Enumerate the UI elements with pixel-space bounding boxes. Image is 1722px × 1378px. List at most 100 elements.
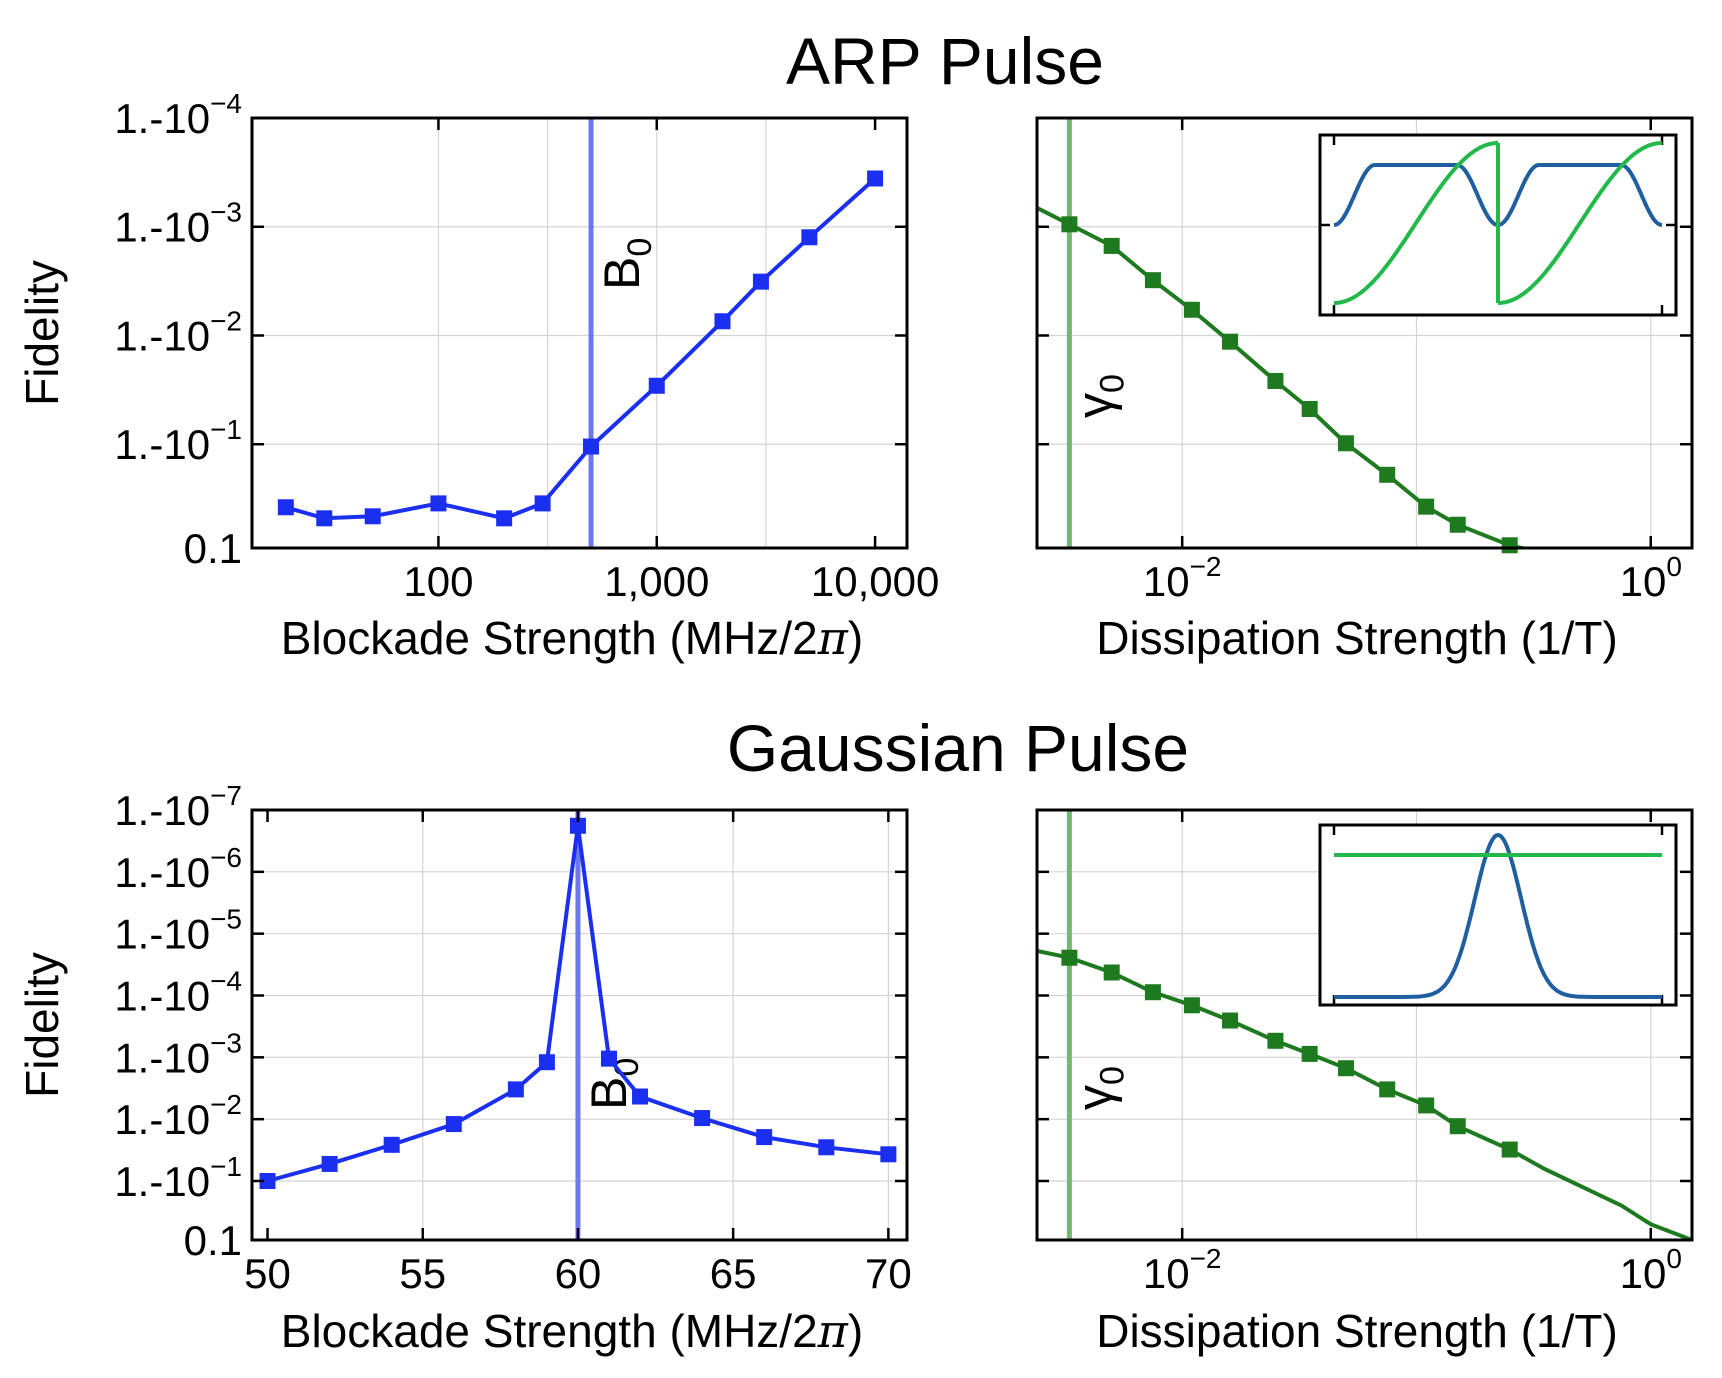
arp-dissipation-frame xyxy=(1035,116,1694,550)
data-point xyxy=(277,499,294,516)
y-tick-label: 1.-10−3 xyxy=(114,197,242,251)
arp-dissipation-xlabel: Dissipation Strength (1/T) xyxy=(1096,612,1618,664)
data-point xyxy=(801,229,818,246)
inset-amplitude-line xyxy=(1334,832,1662,999)
gauss-dissipation-frame xyxy=(1035,808,1694,1242)
arp-blockade-xlabel: Blockade Strength (MHz/2π) xyxy=(281,611,863,665)
gauss-dissipation-series xyxy=(1037,948,1692,1240)
data-point xyxy=(445,1116,462,1133)
data-point xyxy=(507,1081,524,1098)
arp-blockade-panel: B0 1.-10−4 1.-10−3 1.-10−2 1.-10−1 0.1 100 1,0… xyxy=(16,88,939,665)
data-point xyxy=(1144,272,1161,289)
reference-label: γ0 xyxy=(1066,374,1131,418)
data-point xyxy=(1301,1045,1318,1062)
data-point xyxy=(569,817,586,834)
reference-label: B0 xyxy=(594,238,659,290)
arp-dissipation-gamma0-line: γ0 xyxy=(1066,118,1131,548)
arp-blockade-ticks: 1.-10−4 1.-10−3 1.-10−2 1.-10−1 0.1 100 1,000 1… xyxy=(114,88,939,605)
y-tick-label: 1.-10−2 xyxy=(114,1089,242,1143)
data-point xyxy=(534,495,551,512)
x-tick-label: 10,000 xyxy=(811,558,939,605)
data-point xyxy=(316,510,333,527)
data-point xyxy=(648,377,665,394)
gauss-blockade-series xyxy=(259,817,897,1189)
gauss-dissipation-xlabel: Dissipation Strength (1/T) xyxy=(1096,1305,1618,1357)
arp-blockade-grid xyxy=(252,118,907,548)
data-point xyxy=(867,170,884,187)
inset-frame xyxy=(1318,823,1678,1007)
x-tick-label: 1,000 xyxy=(604,558,709,605)
gauss-blockade-frame xyxy=(250,808,909,1242)
data-point xyxy=(1183,997,1200,1014)
data-point xyxy=(1379,466,1396,483)
x-tick-label: 10−2 xyxy=(1143,1243,1222,1297)
data-point xyxy=(259,1172,276,1189)
x-tick-label: 50 xyxy=(244,1250,291,1297)
arp-blockade-frame xyxy=(250,116,909,550)
x-tick-label: 100 xyxy=(403,558,473,605)
gaussian-pulse-inset xyxy=(1318,823,1678,1007)
data-point xyxy=(1183,301,1200,318)
gauss-dissipation-ticks: 10−2 100 xyxy=(1037,810,1692,1297)
data-point xyxy=(756,1129,773,1146)
gauss-blockade-xlabel: Blockade Strength (MHz/2π) xyxy=(281,1304,863,1358)
y-tick-label: 1.-10−6 xyxy=(114,842,242,896)
arp-blockade-series xyxy=(277,170,884,527)
data-point xyxy=(1501,1141,1518,1158)
data-point xyxy=(600,1050,617,1067)
arp-pulse-inset xyxy=(1318,133,1678,317)
y-tick-label: 1.-10−4 xyxy=(114,965,242,1019)
data-point xyxy=(538,1054,555,1071)
y-tick-label: 1.-10−1 xyxy=(114,1151,242,1205)
data-point xyxy=(752,273,769,290)
data-point xyxy=(1103,964,1120,981)
data-point xyxy=(1267,1032,1284,1049)
data-point xyxy=(1222,333,1239,350)
inset-phase-line xyxy=(1498,141,1662,305)
x-tick-label: 60 xyxy=(555,1250,602,1297)
data-point xyxy=(694,1110,711,1127)
y-tick-label: 1.-10−7 xyxy=(114,780,242,834)
data-point xyxy=(321,1155,338,1172)
arp-dissipation-ticks: 10−2 100 xyxy=(1037,118,1692,605)
x-tick-label: 10−2 xyxy=(1143,551,1222,605)
arp-blockade-ylabel: Fidelity xyxy=(16,260,68,406)
arp-blockade-b0-line: B0 xyxy=(588,118,659,548)
y-tick-label: 1.-10−1 xyxy=(114,414,242,468)
gauss-blockade-ticks: 1.-10−7 1.-10−6 1.-10−5 1.-10−4 1.-10−3 1.-10… xyxy=(114,780,911,1297)
arp-dissipation-series xyxy=(1037,205,1531,554)
x-tick-label: 65 xyxy=(710,1250,757,1297)
data-point xyxy=(1501,537,1518,554)
gauss-blockade-ylabel: Fidelity xyxy=(16,952,68,1098)
data-point xyxy=(1103,237,1120,254)
data-point xyxy=(583,438,600,455)
series-line xyxy=(285,177,877,521)
data-point xyxy=(496,510,513,527)
data-point xyxy=(1061,216,1078,233)
data-point xyxy=(383,1136,400,1153)
y-tick-label: 0.1 xyxy=(184,525,242,572)
data-point xyxy=(1337,435,1354,452)
data-point xyxy=(1337,1060,1354,1077)
data-point xyxy=(880,1146,897,1163)
y-tick-label: 1.-10−3 xyxy=(114,1027,242,1081)
gaussian-section-title: Gaussian Pulse xyxy=(727,711,1189,785)
data-point xyxy=(1267,372,1284,389)
gauss-blockade-panel: B0 1.-10−71.-10−61.-10−51.-10−41.-10−31.… xyxy=(16,780,912,1358)
reference-label: γ0 xyxy=(1066,1066,1131,1110)
y-tick-label: 1.-10−2 xyxy=(114,305,242,359)
inset-phase-line xyxy=(1334,141,1498,305)
data-point xyxy=(1449,1118,1466,1135)
arp-dissipation-panel: γ0 10−2 100 Dissipation Strength (1/T) xyxy=(1035,116,1694,664)
y-tick-label: 0.1 xyxy=(184,1217,242,1264)
data-point xyxy=(1061,949,1078,966)
data-point xyxy=(1379,1081,1396,1098)
x-tick-label: 100 xyxy=(1620,551,1682,605)
data-point xyxy=(1418,1097,1435,1114)
gauss-dissipation-panel: γ0 10−2 100 Dissipation Strength (1/T) xyxy=(1035,808,1694,1357)
data-point xyxy=(430,495,447,512)
data-point xyxy=(632,1088,649,1105)
data-point xyxy=(714,313,731,330)
data-point xyxy=(1449,516,1466,533)
